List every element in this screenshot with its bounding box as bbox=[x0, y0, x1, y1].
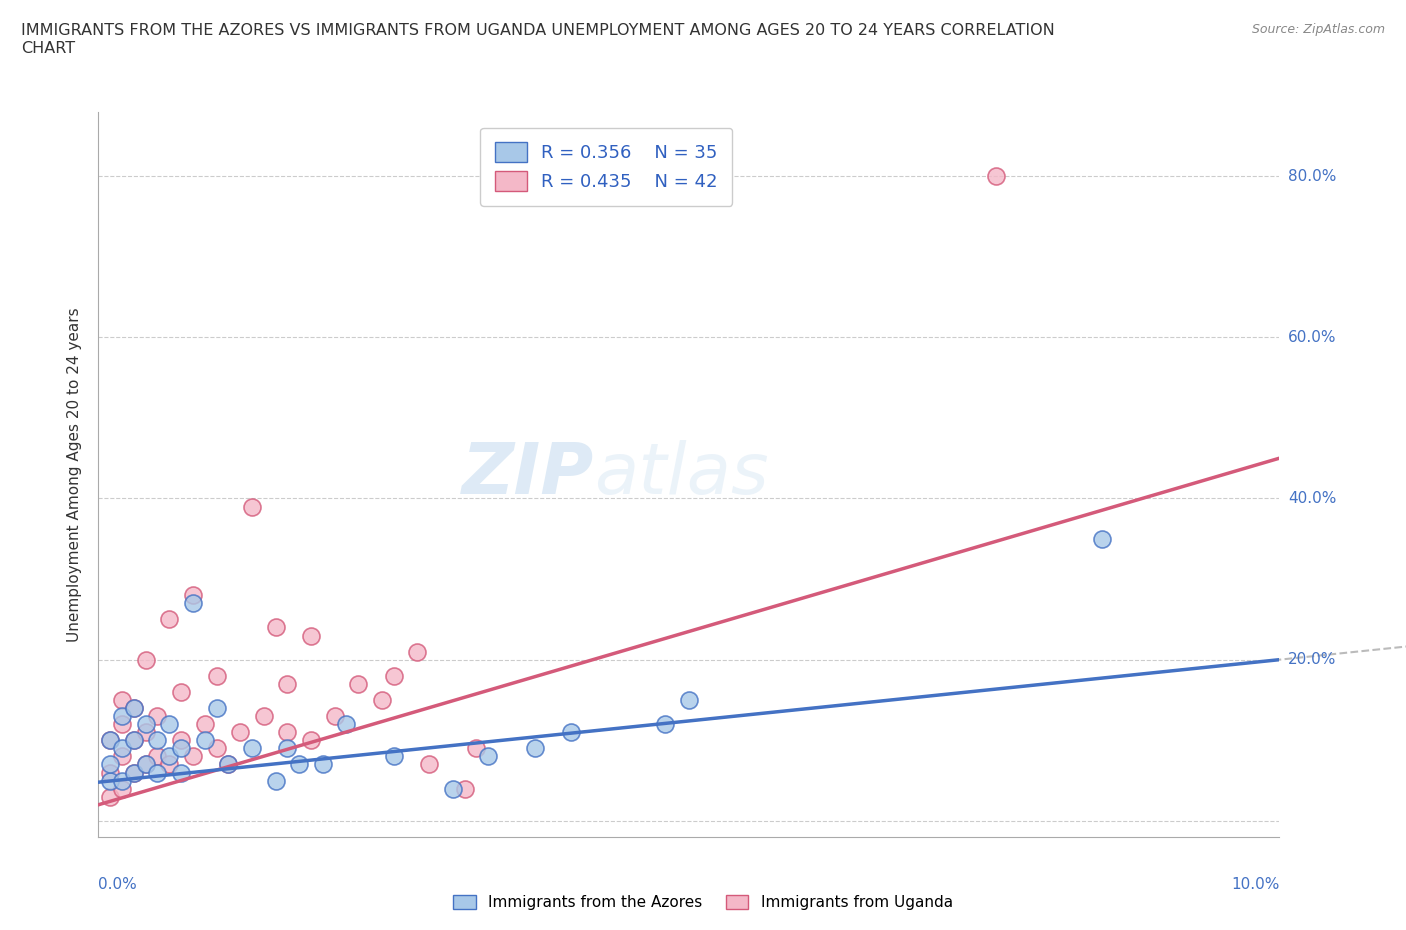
Point bbox=[418, 757, 440, 772]
Point bbox=[323, 709, 346, 724]
Text: 60.0%: 60.0% bbox=[1288, 330, 1336, 345]
Point bbox=[135, 757, 157, 772]
Point bbox=[135, 757, 157, 772]
Point bbox=[122, 765, 145, 780]
Point bbox=[205, 700, 228, 715]
Point bbox=[194, 733, 217, 748]
Point bbox=[135, 717, 157, 732]
Point bbox=[146, 709, 169, 724]
Point bbox=[312, 757, 335, 772]
Point bbox=[984, 168, 1007, 183]
Point bbox=[98, 757, 121, 772]
Text: Source: ZipAtlas.com: Source: ZipAtlas.com bbox=[1251, 23, 1385, 36]
Point bbox=[122, 733, 145, 748]
Point bbox=[382, 669, 405, 684]
Point bbox=[122, 700, 145, 715]
Point bbox=[181, 749, 204, 764]
Point bbox=[111, 741, 134, 756]
Point bbox=[441, 781, 464, 796]
Text: 0.0%: 0.0% bbox=[98, 877, 138, 892]
Point bbox=[406, 644, 429, 659]
Point bbox=[276, 676, 298, 691]
Legend: Immigrants from the Azores, Immigrants from Uganda: Immigrants from the Azores, Immigrants f… bbox=[446, 887, 960, 918]
Point bbox=[146, 765, 169, 780]
Point bbox=[135, 652, 157, 667]
Point bbox=[111, 781, 134, 796]
Point bbox=[465, 741, 488, 756]
Point bbox=[453, 781, 475, 796]
Point bbox=[98, 733, 121, 748]
Point bbox=[122, 765, 145, 780]
Point bbox=[264, 773, 287, 788]
Point bbox=[347, 676, 370, 691]
Point bbox=[111, 773, 134, 788]
Point bbox=[157, 612, 180, 627]
Point bbox=[382, 749, 405, 764]
Text: 20.0%: 20.0% bbox=[1288, 652, 1336, 667]
Point bbox=[135, 724, 157, 739]
Point bbox=[678, 693, 700, 708]
Point bbox=[146, 733, 169, 748]
Point bbox=[654, 717, 676, 732]
Point bbox=[253, 709, 276, 724]
Text: atlas: atlas bbox=[595, 440, 769, 509]
Text: 10.0%: 10.0% bbox=[1232, 877, 1279, 892]
Point bbox=[111, 749, 134, 764]
Point bbox=[205, 669, 228, 684]
Point bbox=[98, 765, 121, 780]
Point bbox=[524, 741, 547, 756]
Point bbox=[98, 733, 121, 748]
Text: 40.0%: 40.0% bbox=[1288, 491, 1336, 506]
Point bbox=[181, 588, 204, 603]
Point bbox=[477, 749, 499, 764]
Point bbox=[157, 749, 180, 764]
Point bbox=[288, 757, 311, 772]
Text: 80.0%: 80.0% bbox=[1288, 168, 1336, 183]
Point bbox=[217, 757, 239, 772]
Point bbox=[170, 765, 193, 780]
Point bbox=[240, 741, 263, 756]
Point bbox=[157, 757, 180, 772]
Point bbox=[122, 733, 145, 748]
Point bbox=[157, 717, 180, 732]
Point bbox=[1091, 531, 1114, 546]
Point bbox=[146, 749, 169, 764]
Point bbox=[299, 733, 322, 748]
Text: IMMIGRANTS FROM THE AZORES VS IMMIGRANTS FROM UGANDA UNEMPLOYMENT AMONG AGES 20 : IMMIGRANTS FROM THE AZORES VS IMMIGRANTS… bbox=[21, 23, 1054, 56]
Point bbox=[240, 499, 263, 514]
Point bbox=[111, 717, 134, 732]
Point bbox=[111, 693, 134, 708]
Point bbox=[122, 700, 145, 715]
Point bbox=[335, 717, 357, 732]
Point bbox=[111, 709, 134, 724]
Legend: R = 0.356    N = 35, R = 0.435    N = 42: R = 0.356 N = 35, R = 0.435 N = 42 bbox=[479, 128, 733, 206]
Point bbox=[170, 684, 193, 699]
Point bbox=[276, 724, 298, 739]
Y-axis label: Unemployment Among Ages 20 to 24 years: Unemployment Among Ages 20 to 24 years bbox=[67, 307, 83, 642]
Point bbox=[299, 628, 322, 643]
Point bbox=[170, 741, 193, 756]
Text: ZIP: ZIP bbox=[463, 440, 595, 509]
Point bbox=[217, 757, 239, 772]
Point bbox=[264, 620, 287, 635]
Point bbox=[170, 733, 193, 748]
Point bbox=[98, 773, 121, 788]
Point bbox=[181, 596, 204, 611]
Point bbox=[205, 741, 228, 756]
Point bbox=[371, 693, 394, 708]
Point bbox=[276, 741, 298, 756]
Point bbox=[194, 717, 217, 732]
Point bbox=[98, 790, 121, 804]
Point bbox=[560, 724, 582, 739]
Point bbox=[229, 724, 252, 739]
